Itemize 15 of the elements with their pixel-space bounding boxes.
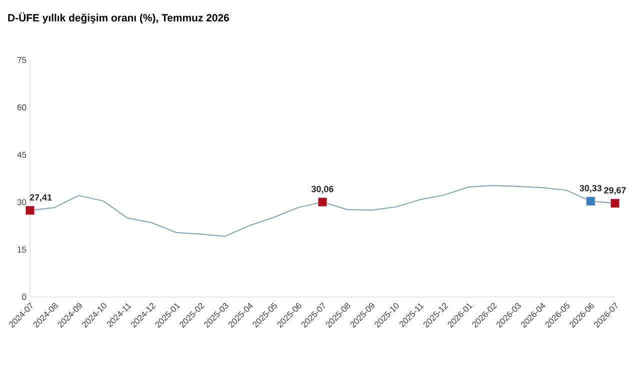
point: [586, 196, 596, 206]
y-tick-label: 60: [18, 104, 26, 110]
y-tick-label: 30: [17, 199, 26, 206]
data-label: 29,67: [604, 187, 626, 195]
chart-title: D-ÜFE yıllık değişim oranı (%), Temmuz 2026: [8, 12, 229, 24]
y-tick-label: 0: [22, 294, 26, 300]
y-tick-label: 75: [18, 57, 26, 63]
y-tick-label: 45: [17, 152, 26, 158]
y-tick-label: 15: [18, 246, 26, 253]
point: [318, 197, 328, 207]
point: [610, 198, 620, 208]
data-label: 30,06: [311, 186, 334, 194]
data-label: 30,33: [580, 185, 602, 193]
data-label: 27,41: [30, 194, 52, 202]
point: [25, 206, 35, 216]
